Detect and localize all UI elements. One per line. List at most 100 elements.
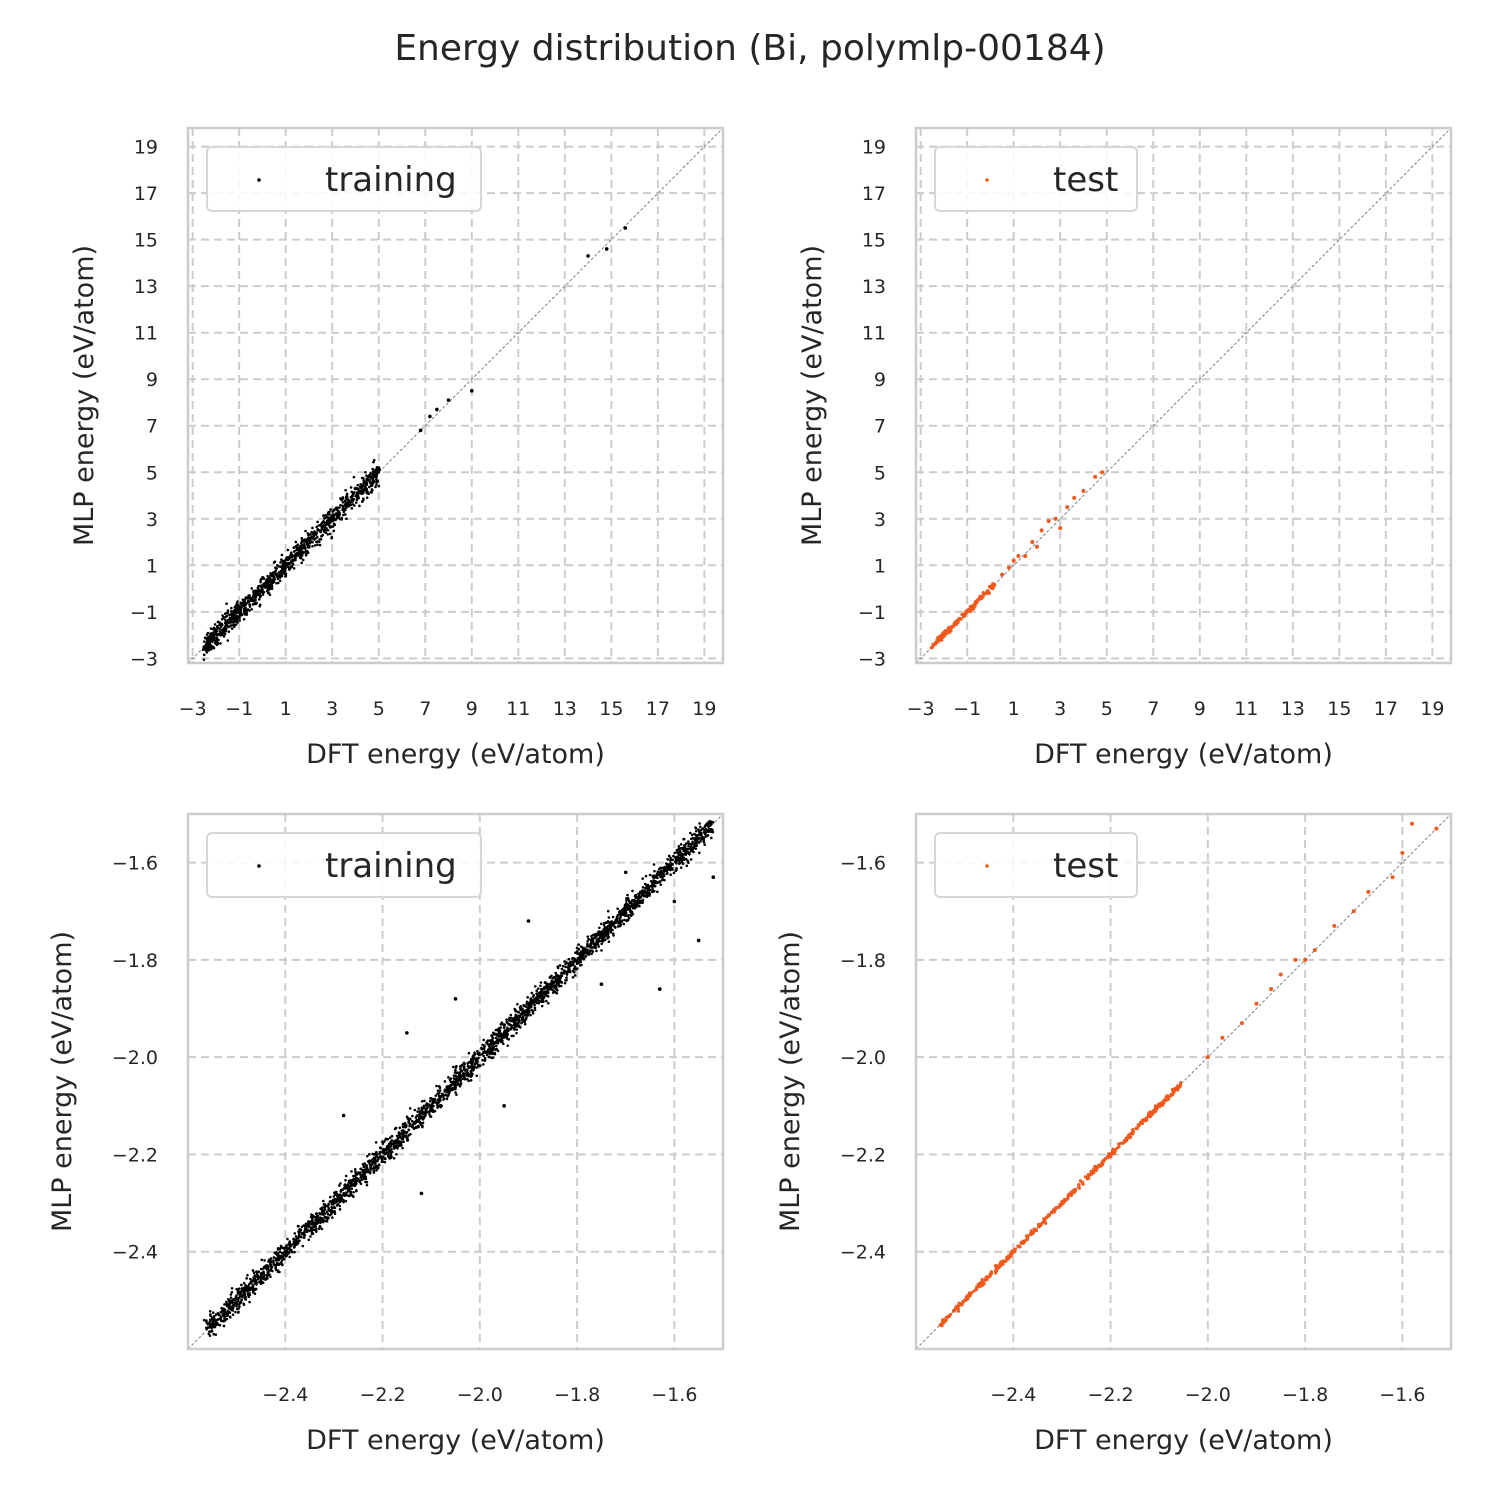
data-point — [653, 884, 657, 888]
data-point — [531, 995, 535, 998]
data-point — [230, 606, 233, 610]
data-point — [453, 997, 458, 1001]
data-point — [318, 538, 322, 541]
data-point — [536, 987, 540, 990]
data-point — [206, 631, 210, 635]
data-point — [307, 1238, 311, 1242]
data-point — [315, 525, 318, 529]
data-point — [365, 496, 369, 499]
data-point — [651, 887, 654, 891]
data-point — [567, 962, 570, 965]
x-tick-label: −3 — [907, 698, 935, 720]
data-point — [705, 834, 708, 838]
data-point — [661, 878, 664, 882]
data-point — [240, 1298, 243, 1301]
data-point — [1143, 1117, 1147, 1121]
data-point — [330, 515, 334, 518]
data-point — [242, 1293, 246, 1296]
data-point — [470, 1067, 473, 1070]
data-point — [689, 858, 693, 861]
data-point — [481, 1058, 484, 1062]
data-point — [236, 609, 239, 612]
x-tick-label: −1 — [225, 698, 253, 720]
data-point — [667, 854, 671, 858]
data-point — [316, 543, 319, 547]
data-point — [343, 1183, 347, 1186]
data-point — [212, 632, 216, 636]
data-point — [320, 1207, 323, 1211]
data-point — [532, 998, 536, 1002]
data-point — [1163, 1097, 1167, 1102]
data-point — [574, 968, 578, 971]
data-point — [436, 1105, 440, 1109]
data-point — [308, 542, 312, 545]
data-point — [243, 613, 246, 616]
legend-marker — [257, 178, 261, 182]
data-point — [430, 1107, 433, 1111]
data-point — [529, 1004, 532, 1008]
data-point — [535, 1001, 539, 1005]
data-point — [340, 518, 343, 521]
data-point — [228, 1301, 232, 1305]
y-tick-label: 9 — [874, 369, 886, 391]
data-point — [203, 636, 207, 640]
grid — [916, 128, 1451, 663]
data-point — [359, 1173, 362, 1176]
data-point — [640, 893, 644, 897]
data-point — [301, 538, 304, 542]
data-point — [1010, 1251, 1014, 1255]
data-point — [578, 954, 582, 958]
data-point — [371, 1157, 375, 1161]
data-point — [1073, 1188, 1078, 1192]
data-point — [604, 921, 608, 924]
data-point — [516, 1002, 519, 1006]
data-point — [307, 533, 310, 537]
data-point — [329, 1195, 332, 1199]
data-point — [524, 1017, 528, 1021]
data-point — [625, 919, 628, 923]
data-point — [377, 466, 381, 470]
data-point — [271, 1269, 274, 1273]
data-point — [701, 827, 705, 830]
data-point — [310, 540, 314, 544]
data-point — [555, 988, 558, 991]
data-point — [957, 617, 961, 621]
data-point — [490, 1034, 494, 1038]
data-point — [346, 1189, 350, 1193]
data-point — [336, 511, 339, 515]
data-point — [351, 1178, 355, 1182]
data-point — [1176, 1088, 1180, 1092]
data-point — [207, 636, 210, 640]
data-point — [335, 1204, 339, 1207]
data-point — [573, 974, 577, 977]
data-point — [277, 575, 281, 578]
data-point — [408, 1124, 411, 1128]
data-point — [257, 588, 261, 592]
data-point — [585, 945, 589, 948]
data-point — [206, 1325, 210, 1329]
data-point — [505, 1018, 508, 1021]
data-point — [515, 1031, 518, 1035]
data-point — [1072, 495, 1077, 500]
data-point — [416, 1110, 419, 1113]
data-point — [265, 1276, 269, 1280]
y-tick-label: 17 — [862, 183, 886, 205]
data-point — [1023, 1239, 1027, 1243]
data-point — [384, 1138, 387, 1141]
data-point — [218, 632, 221, 636]
data-point — [236, 600, 239, 603]
data-point — [208, 1330, 211, 1333]
data-point — [213, 623, 217, 626]
data-point — [326, 533, 330, 536]
data-point — [676, 859, 680, 863]
data-point — [710, 830, 713, 834]
data-point — [223, 612, 227, 616]
data-point — [251, 1285, 254, 1289]
data-point — [553, 986, 556, 990]
data-point — [699, 839, 702, 843]
data-point — [341, 500, 345, 504]
data-point — [256, 586, 260, 590]
data-point — [402, 1140, 405, 1144]
data-point — [466, 1061, 470, 1065]
data-point — [1269, 987, 1274, 992]
